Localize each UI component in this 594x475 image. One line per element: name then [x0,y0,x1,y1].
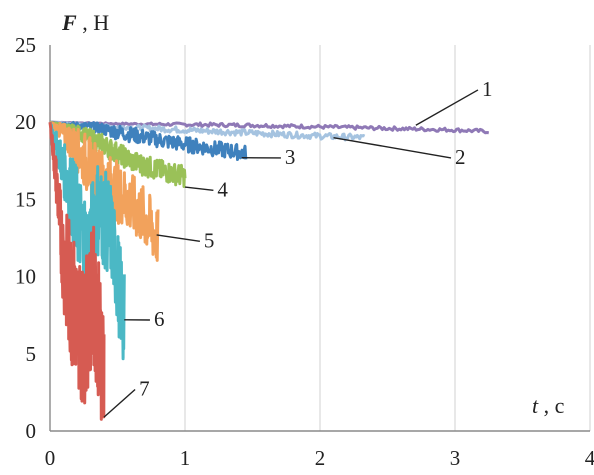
x-tick-label: 4 [585,446,594,470]
axes [49,45,590,432]
y-tick-label: 5 [26,342,37,366]
curve-5-leader [156,234,201,242]
y-axis-unit: Н [93,10,109,35]
grid [184,45,591,431]
curve-1-leader [415,89,479,126]
curve-1-label: 1 [482,77,493,101]
series-7-line [48,122,106,421]
y-tick-label: 15 [15,187,36,211]
series-3-line [49,120,248,161]
x-tick-label: 0 [45,446,56,470]
series [48,120,490,421]
curve-5-label: 5 [204,228,215,252]
x-tick-label: 1 [180,446,191,470]
series-6-line [48,121,126,361]
curve-6-label: 6 [154,307,165,331]
curve-labels: 1 2 3 4 5 6 7 [103,77,493,418]
curve-3-label: 3 [285,145,296,169]
x-tick-label: 2 [315,446,326,470]
curve-2-label: 2 [455,145,466,169]
y-tick-label: 0 [26,419,37,443]
x-axis-unit: с [555,393,565,418]
series-1-line [50,120,490,135]
curve-7-label: 7 [139,376,150,400]
y-axis-title: F , Н [61,10,109,35]
x-axis-variable: t [532,393,539,418]
series-4-line [49,120,187,188]
x-axis-title: t , с [532,393,565,418]
curve-4-label: 4 [217,177,228,201]
x-axis-separator: , [538,393,555,418]
y-tick-label: 25 [15,33,36,57]
x-tick-label: 3 [450,446,461,470]
curve-4-leader [184,186,214,192]
y-tick-label: 10 [15,265,36,289]
y-axis-variable: F [61,10,77,35]
curve-2-leader [333,136,452,159]
y-axis-separator: , [77,10,94,35]
curve-7-leader [103,388,136,418]
y-tick-label: 20 [15,110,36,134]
